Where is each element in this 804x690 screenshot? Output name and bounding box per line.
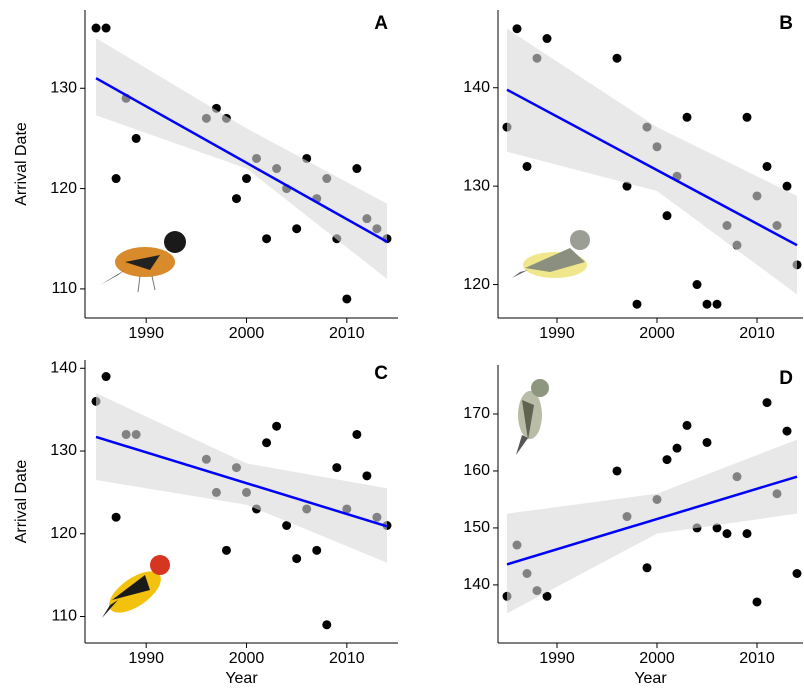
y-tick-label: 150 — [463, 519, 490, 536]
point — [742, 112, 752, 122]
bird-illustration — [102, 555, 170, 618]
y-tick-label: 160 — [463, 462, 490, 479]
point — [762, 161, 772, 171]
point — [542, 591, 552, 601]
point — [782, 426, 792, 436]
y-axis-label: Arrival Date — [13, 460, 30, 544]
panel-title: B — [779, 13, 793, 34]
point — [722, 529, 732, 539]
point — [702, 299, 712, 309]
y-tick-label: 140 — [463, 576, 490, 593]
point — [712, 299, 722, 309]
x-tick-label: 1990 — [128, 650, 164, 667]
y-tick-label: 140 — [50, 359, 77, 376]
point — [231, 194, 241, 204]
y-tick-label: 120 — [463, 276, 490, 293]
y-tick-label: 130 — [50, 79, 77, 96]
point — [322, 620, 332, 630]
y-tick-label: 110 — [51, 280, 77, 297]
point — [662, 211, 672, 221]
y-tick-label: 140 — [463, 79, 490, 96]
point — [292, 224, 302, 234]
x-tick-label: 2000 — [639, 325, 675, 342]
point — [642, 563, 652, 573]
y-tick-label: 110 — [51, 608, 77, 625]
point — [622, 181, 632, 191]
point — [762, 398, 772, 408]
x-tick-label: 2000 — [229, 325, 265, 342]
x-tick-label: 2010 — [739, 650, 775, 667]
panel-title: A — [374, 13, 388, 34]
point — [221, 545, 231, 555]
point — [632, 299, 642, 309]
point — [362, 471, 372, 481]
point — [672, 443, 682, 453]
point — [692, 280, 702, 290]
confidence-band — [96, 38, 387, 279]
x-tick-label: 2010 — [739, 325, 775, 342]
bird-illustration — [516, 379, 549, 455]
point — [262, 234, 272, 244]
point — [612, 466, 622, 476]
point — [752, 597, 762, 607]
x-tick-label: 2010 — [329, 650, 365, 667]
y-tick-label: 120 — [50, 180, 77, 197]
regression-line — [95, 77, 388, 243]
x-axis-label: Year — [634, 670, 667, 687]
x-tick-label: 1990 — [539, 650, 575, 667]
y-tick-label: 130 — [50, 442, 77, 459]
y-axis-label: Arrival Date — [13, 122, 30, 206]
regression-line — [506, 475, 798, 566]
point — [782, 181, 792, 191]
point — [352, 164, 362, 174]
y-tick-label: 120 — [50, 525, 77, 542]
point — [242, 174, 252, 184]
point — [682, 420, 692, 430]
point — [542, 34, 552, 44]
point — [522, 161, 532, 171]
point — [262, 438, 272, 448]
bird-illustration — [512, 230, 590, 278]
x-tick-label: 1990 — [128, 325, 164, 342]
point — [712, 523, 722, 533]
confidence-band — [507, 439, 797, 614]
y-tick-label: 130 — [463, 177, 490, 194]
y-tick-label: 170 — [463, 405, 490, 422]
panel-title: C — [374, 363, 388, 384]
regression-line — [95, 435, 388, 528]
point — [101, 23, 111, 33]
x-tick-label: 2000 — [229, 650, 265, 667]
x-tick-label: 2000 — [639, 650, 675, 667]
point — [91, 23, 101, 33]
point — [702, 437, 712, 447]
bird-illustration — [100, 231, 186, 293]
x-axis-label: Year — [225, 670, 258, 687]
point — [131, 133, 141, 143]
point — [312, 545, 322, 555]
regression-line — [506, 88, 798, 247]
point — [512, 24, 522, 34]
panel-title: D — [779, 368, 793, 389]
point — [272, 421, 282, 431]
point — [111, 174, 121, 184]
point — [682, 112, 692, 122]
confidence-band — [507, 28, 797, 295]
point — [352, 429, 362, 439]
point — [111, 512, 121, 522]
point — [662, 455, 672, 465]
x-tick-label: 1990 — [539, 325, 575, 342]
x-tick-label: 2010 — [329, 325, 365, 342]
point — [292, 554, 302, 564]
point — [792, 569, 802, 578]
point — [342, 294, 352, 304]
point — [332, 463, 342, 473]
point — [282, 520, 292, 530]
point — [612, 53, 622, 63]
confidence-band — [96, 393, 387, 563]
point — [742, 529, 752, 539]
point — [101, 372, 111, 382]
